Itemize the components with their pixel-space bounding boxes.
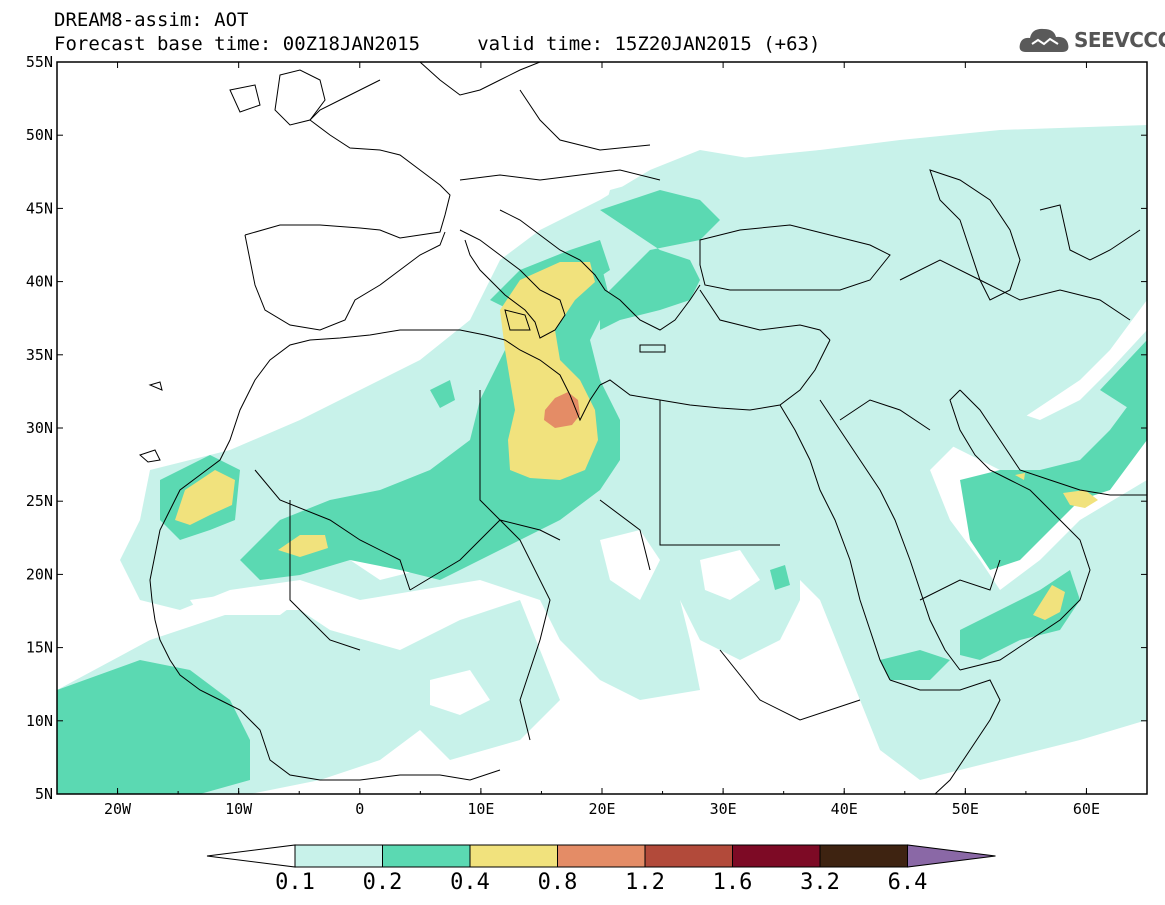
aot-band-0.8	[544, 392, 580, 428]
colorbar-label: 0.8	[538, 870, 578, 895]
y-tick-label: 35N	[26, 346, 53, 364]
colorbar-label: 0.4	[450, 870, 490, 895]
x-tick-label: 30E	[710, 800, 737, 818]
y-tick-label: 20N	[26, 565, 53, 583]
x-tick-label: 60E	[1073, 800, 1100, 818]
colorbar-segment	[469, 844, 558, 868]
aot-field	[57, 125, 1147, 794]
chart-title: DREAM8-assim: AOT	[54, 9, 249, 31]
y-tick-label: 30N	[26, 419, 53, 437]
colorbar-high-triangle	[907, 844, 996, 868]
y-tick-label: 25N	[26, 492, 53, 510]
y-axis-ticks: 55N 50N 45N 40N 35N 30N 25N 20N 15N 10N 5N	[26, 53, 1147, 803]
y-tick-label: 40N	[26, 273, 53, 291]
x-tick-label: 50E	[952, 800, 979, 818]
colorbar-label: 1.2	[625, 870, 665, 895]
colorbar-segment	[294, 844, 383, 868]
colorbar-label: 3.2	[800, 870, 840, 895]
x-tick-label: 10E	[467, 800, 494, 818]
coastlines	[139, 62, 1147, 794]
y-tick-label: 45N	[26, 199, 53, 217]
x-tick-label: 20W	[104, 800, 132, 818]
colorbar-segment	[644, 844, 733, 868]
y-tick-label: 15N	[26, 639, 53, 657]
y-tick-label: 55N	[26, 53, 53, 71]
colorbar-segment	[382, 844, 471, 868]
colorbar-segment	[732, 844, 821, 868]
colorbar: 0.1 0.2 0.4 0.8 1.2 1.6 3.2 6.4	[206, 844, 996, 895]
colorbar-label: 6.4	[888, 870, 928, 895]
x-tick-label: 0	[355, 800, 364, 818]
colorbar-label: 0.1	[275, 870, 315, 895]
forecast-times: Forecast base time: 00Z18JAN2015 valid t…	[54, 33, 821, 55]
seevccc-logo: SEEVCCC	[1018, 24, 1165, 56]
logo-text: SEEVCCC	[1074, 28, 1165, 52]
y-tick-label: 5N	[35, 785, 53, 803]
y-tick-label: 10N	[26, 712, 53, 730]
x-tick-label: 40E	[831, 800, 858, 818]
colorbar-label: 1.6	[713, 870, 753, 895]
colorbar-low-triangle	[206, 844, 296, 868]
x-tick-label: 10W	[225, 800, 253, 818]
cloud-icon	[1019, 28, 1069, 52]
colorbar-segment	[819, 844, 908, 868]
colorbar-segment	[557, 844, 646, 868]
y-tick-label: 50N	[26, 126, 53, 144]
x-axis-ticks: 20W 10W 0 10E 20E 30E 40E 50E 60E	[56, 62, 1148, 818]
x-tick-label: 20E	[588, 800, 615, 818]
aot-band-0.4	[175, 262, 1098, 620]
colorbar-label: 0.2	[363, 870, 403, 895]
